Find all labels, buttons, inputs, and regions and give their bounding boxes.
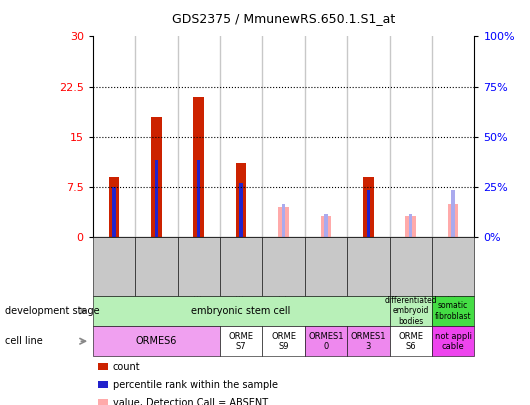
Text: ORMES1
0: ORMES1 0	[308, 332, 343, 351]
Bar	[193, 96, 204, 237]
Bar	[109, 177, 119, 237]
Bar	[278, 207, 289, 237]
Bar	[363, 177, 374, 237]
Text: not appli
cable: not appli cable	[435, 332, 472, 351]
Text: GDS2375 / MmunewRS.650.1.S1_at: GDS2375 / MmunewRS.650.1.S1_at	[172, 12, 395, 25]
Bar	[282, 203, 285, 237]
Bar	[448, 203, 458, 237]
Text: differentiated
embryoid
bodies: differentiated embryoid bodies	[384, 296, 437, 326]
Text: embryonic stem cell: embryonic stem cell	[191, 306, 291, 316]
Text: development stage: development stage	[5, 306, 100, 316]
Bar	[197, 160, 200, 237]
Text: value, Detection Call = ABSENT: value, Detection Call = ABSENT	[113, 398, 268, 405]
Text: ORME
S7: ORME S7	[228, 332, 254, 351]
Bar	[324, 213, 328, 237]
Bar	[151, 117, 162, 237]
Bar	[236, 164, 246, 237]
Bar	[155, 160, 158, 237]
Text: cell line: cell line	[5, 336, 43, 346]
Text: percentile rank within the sample: percentile rank within the sample	[113, 380, 278, 390]
Bar	[321, 215, 331, 237]
Text: ORME
S9: ORME S9	[271, 332, 296, 351]
Text: count: count	[113, 362, 140, 371]
Bar	[409, 213, 412, 237]
Text: ORME
S6: ORME S6	[398, 332, 423, 351]
Bar	[112, 187, 116, 237]
Text: ORMES1
3: ORMES1 3	[351, 332, 386, 351]
Text: somatic
fibroblast: somatic fibroblast	[435, 301, 472, 320]
Bar	[240, 183, 243, 237]
Bar	[367, 190, 370, 237]
Bar	[405, 215, 416, 237]
Bar	[452, 190, 455, 237]
Text: ORMES6: ORMES6	[136, 336, 177, 346]
